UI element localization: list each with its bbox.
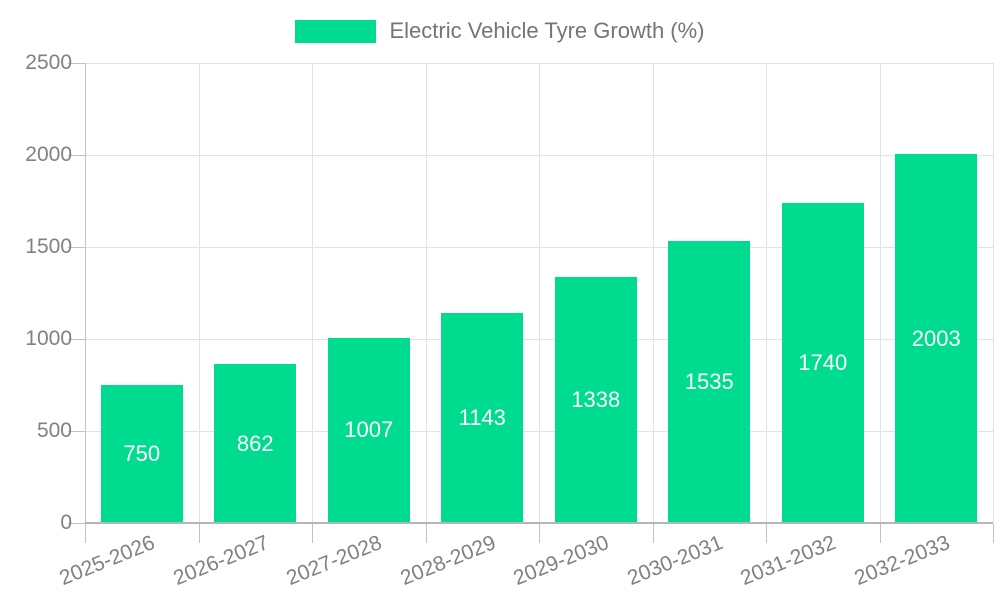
- y-tick-label: 1000: [25, 327, 72, 350]
- y-tick-mark: [68, 339, 85, 340]
- bar-value-label: 1338: [571, 386, 621, 412]
- x-gridline: [993, 63, 994, 523]
- plot-area: 750 862 1007 1143 1338 1535 1740 2003: [85, 63, 994, 523]
- x-gridline: [198, 63, 200, 523]
- x-tick-label: 2028-2029: [397, 531, 499, 590]
- bar[interactable]: 862: [214, 364, 297, 523]
- x-tick-label: 2032-2033: [851, 531, 953, 590]
- bar-value-label: 1143: [458, 404, 506, 430]
- x-tick-mark: [879, 524, 881, 543]
- y-tick-label: 2000: [25, 143, 72, 166]
- legend-swatch-icon: [295, 19, 377, 43]
- x-tick-mark: [539, 524, 540, 543]
- bar-value-label: 862: [236, 430, 274, 456]
- bar[interactable]: 1535: [668, 240, 751, 523]
- y-tick-label: 2500: [25, 51, 72, 74]
- bar[interactable]: 1007: [327, 337, 410, 523]
- x-tick-label: 2025-2026: [56, 531, 159, 590]
- x-gridline: [425, 63, 427, 523]
- x-tick-label: 2029-2030: [510, 531, 613, 590]
- x-tick-label: 2026-2027: [170, 531, 272, 590]
- x-tick-label: 2031-2032: [737, 531, 840, 590]
- x-tick-mark: [993, 524, 994, 543]
- x-axis-line: [85, 522, 993, 524]
- y-tick-mark: [68, 247, 85, 248]
- x-gridline: [539, 63, 540, 523]
- y-tick-label: 1500: [25, 235, 72, 258]
- y-tick-mark: [68, 523, 85, 524]
- x-tick-mark: [766, 524, 767, 543]
- bar[interactable]: 750: [100, 385, 183, 523]
- x-gridline: [766, 63, 767, 523]
- x-tick-label: 2027-2028: [283, 531, 386, 590]
- bar-value-label: 750: [123, 441, 161, 466]
- y-tick-mark: [68, 155, 85, 156]
- y-tick-label: 500: [36, 419, 72, 442]
- bar[interactable]: 1338: [554, 276, 637, 523]
- bar[interactable]: 1143: [441, 312, 524, 523]
- legend-label: Electric Vehicle Tyre Growth (%): [389, 18, 705, 43]
- x-tick-mark: [85, 524, 86, 543]
- x-gridline: [652, 63, 654, 523]
- legend[interactable]: Electric Vehicle Tyre Growth (%): [0, 18, 1000, 44]
- y-tick-mark: [68, 431, 85, 432]
- x-gridline: [879, 63, 881, 523]
- x-tick-mark: [312, 524, 313, 543]
- x-tick-mark: [425, 524, 427, 543]
- x-tick-mark: [198, 524, 200, 543]
- x-tick-mark: [652, 524, 654, 543]
- bar-value-label: 1740: [798, 349, 848, 375]
- bar-value-label: 2003: [911, 325, 961, 351]
- bar-value-label: 1535: [684, 368, 734, 394]
- y-axis-line: [85, 63, 86, 523]
- bar[interactable]: 2003: [895, 154, 978, 523]
- y-tick-label: 0: [60, 511, 72, 534]
- bar-value-label: 1007: [344, 417, 394, 443]
- bar[interactable]: 1740: [781, 202, 864, 523]
- y-tick-mark: [68, 63, 85, 64]
- x-tick-label: 2030-2031: [624, 531, 726, 590]
- x-gridline: [312, 63, 313, 523]
